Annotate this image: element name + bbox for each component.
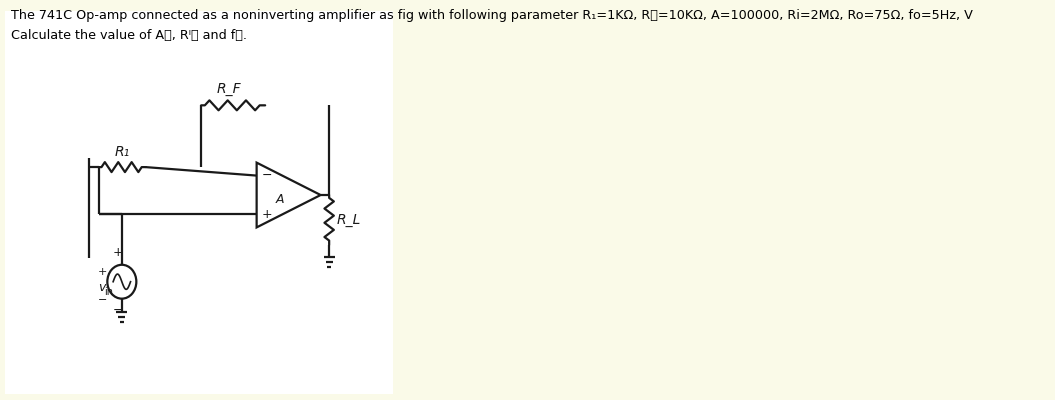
Text: −: − [262,169,272,182]
Text: −: − [97,295,107,305]
Text: +: + [262,208,272,221]
Text: The 741C Op-amp connected as a noninverting amplifier as fig with following para: The 741C Op-amp connected as a noninvert… [11,9,973,22]
Text: in: in [103,287,113,297]
Text: R₁: R₁ [115,145,130,159]
Text: R_F: R_F [216,82,242,96]
Text: +: + [97,267,107,277]
Text: A: A [275,192,284,206]
Text: v: v [98,281,106,294]
Text: −: − [113,304,123,317]
Text: R_L: R_L [337,213,361,227]
Text: Calculate the value of A₟, Rᴵ⁦ and f⁦.: Calculate the value of A₟, Rᴵ⁦ and f⁦. [11,28,247,42]
Text: +: + [113,246,123,259]
FancyBboxPatch shape [5,11,394,394]
